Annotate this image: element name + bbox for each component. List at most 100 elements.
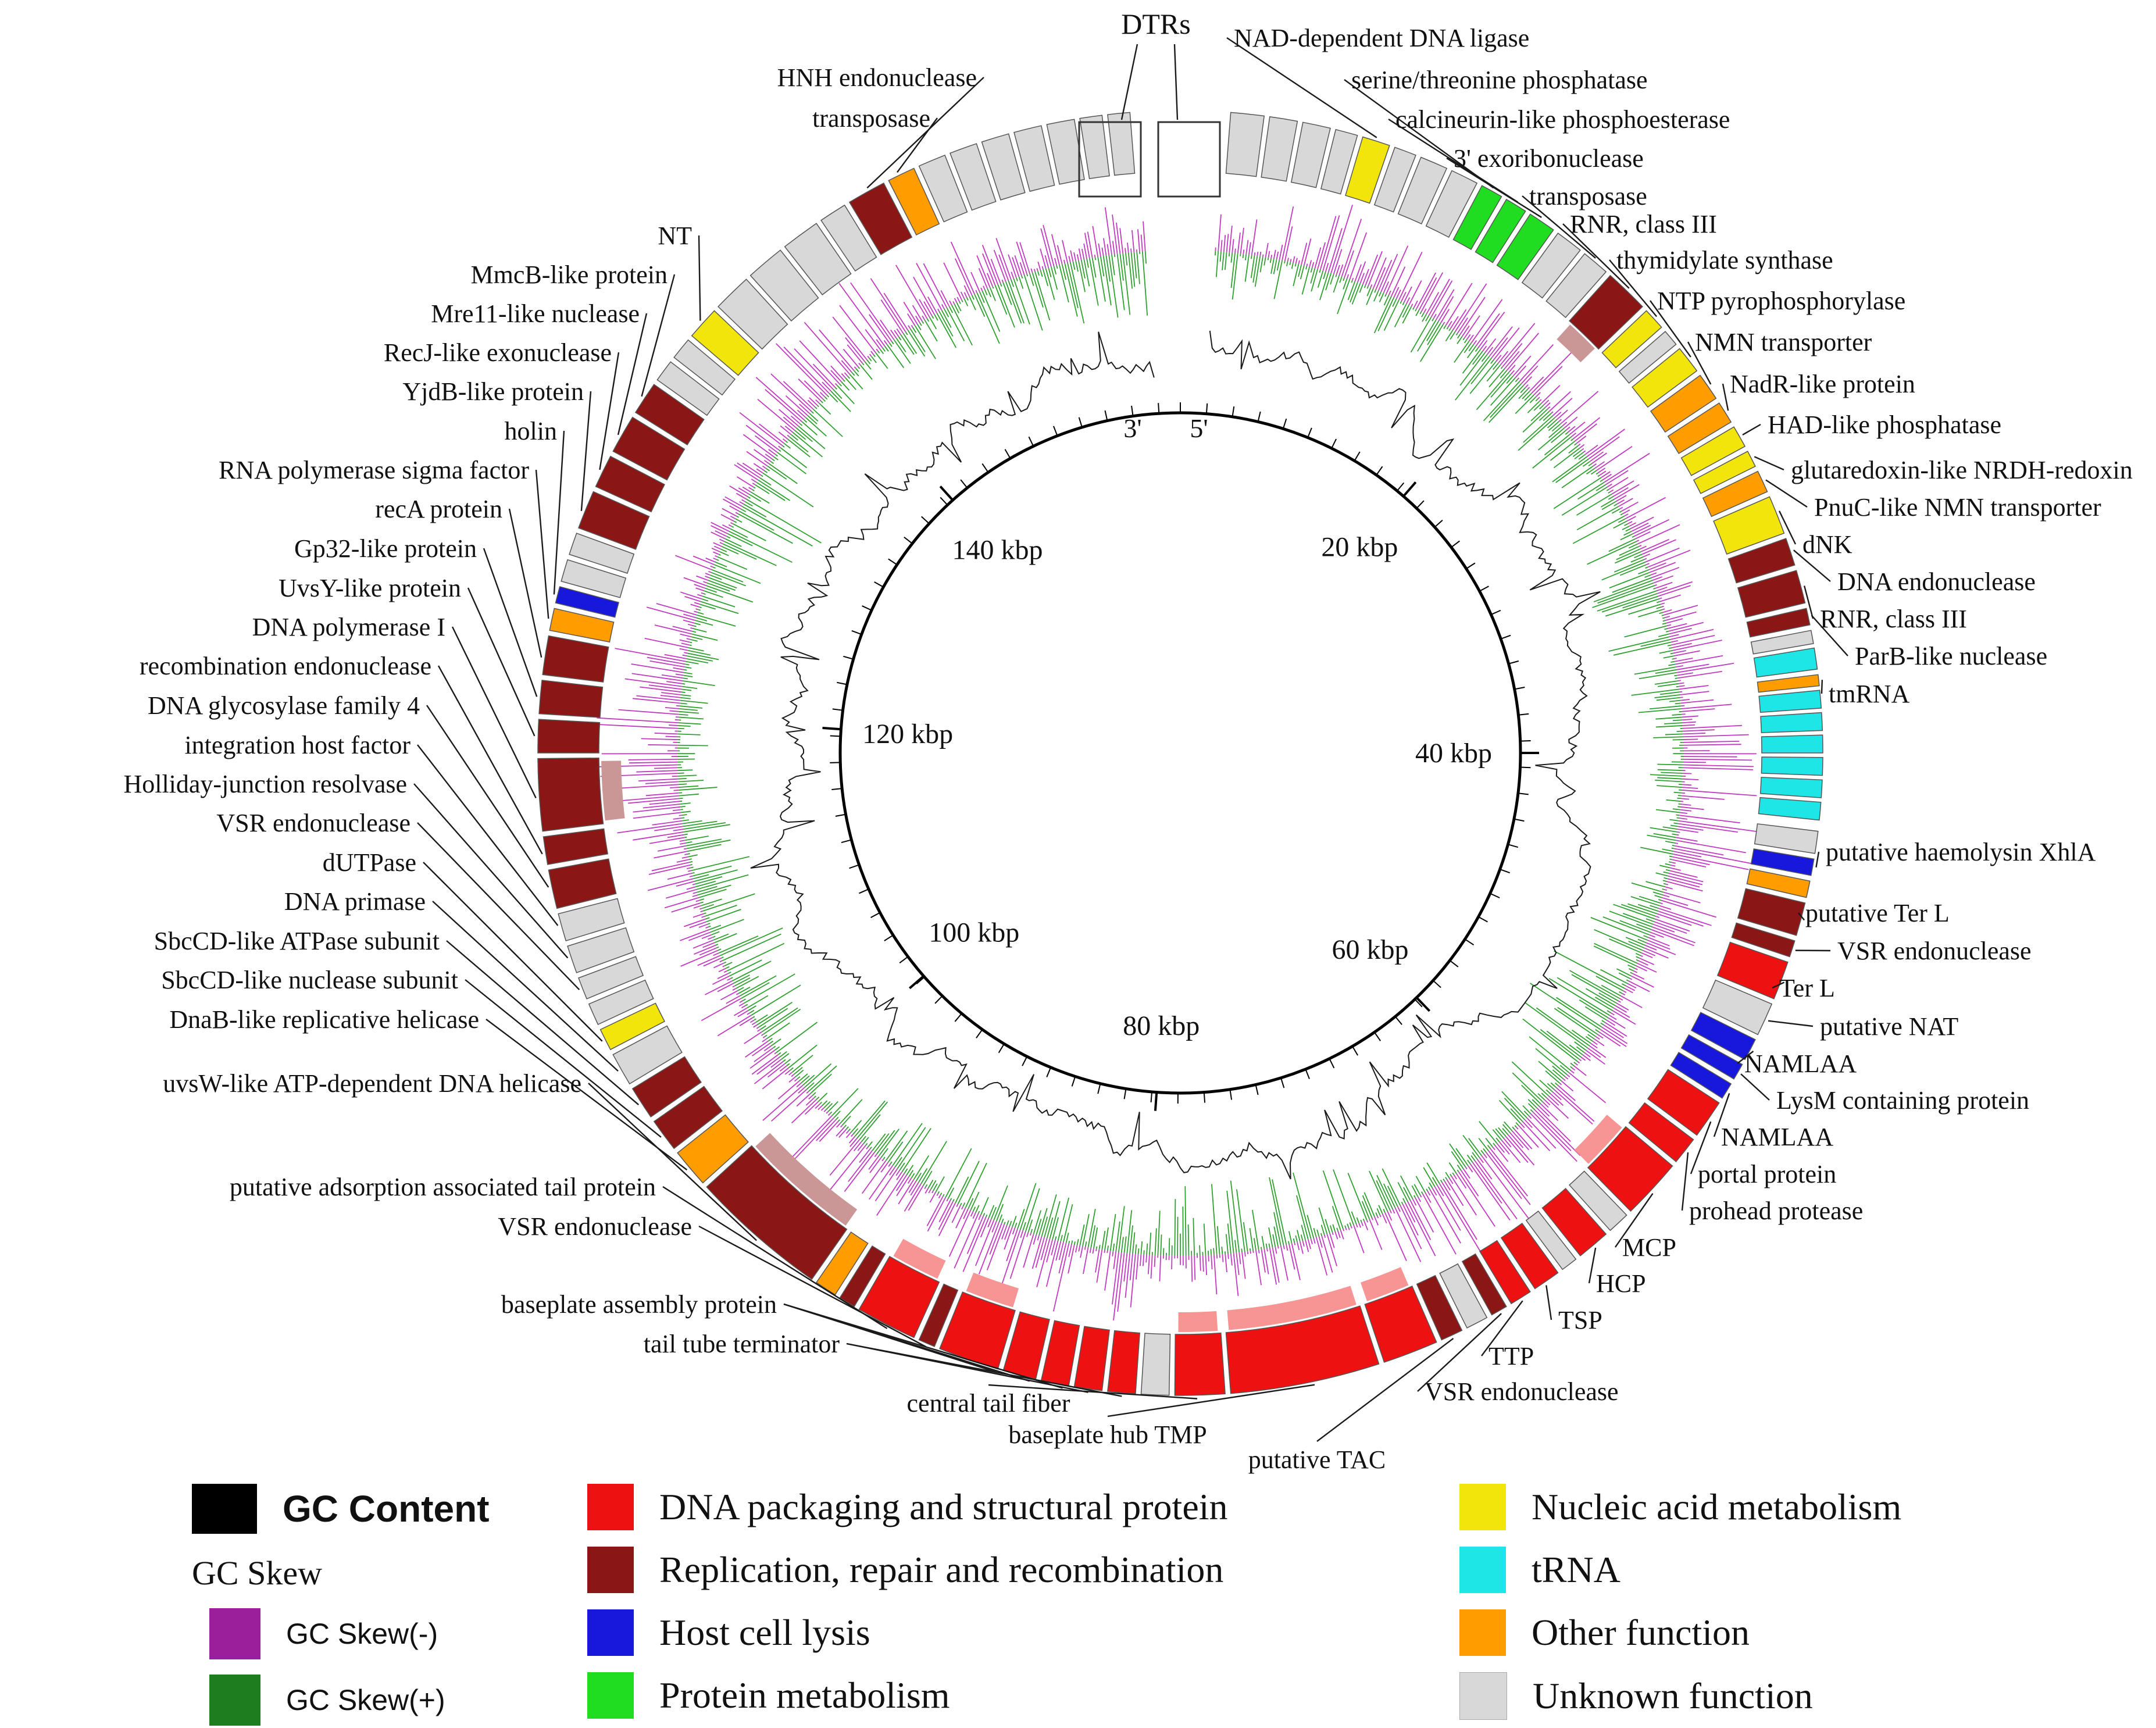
gc-skew-neg-spike: [1664, 616, 1670, 619]
gc-skew-pos-spike: [1343, 278, 1348, 290]
gc-skew-neg-spike: [1657, 581, 1693, 594]
gc-skew-neg-spike: [1089, 1248, 1092, 1254]
gc-skew-pos-spike: [808, 1065, 837, 1093]
gc-skew-pos-spike: [1645, 918, 1655, 923]
gc-skew-neg-spike: [711, 531, 726, 540]
gc-skew-pos-spike: [948, 306, 954, 313]
leader-line: [1742, 423, 1761, 435]
gc-skew-pos-spike: [1655, 716, 1682, 720]
trna-swatch: [1459, 1547, 1506, 1593]
gc-skew-pos-spike: [1522, 1018, 1578, 1062]
gc-skew-neg-spike: [676, 881, 694, 887]
gc-skew-pos-spike: [1663, 871, 1669, 874]
gc-skew-neg-spike: [1682, 721, 1696, 723]
leader-line: [437, 665, 543, 855]
gc-skew-neg-spike: [1006, 1229, 1018, 1262]
gc-skew-neg-spike: [1586, 1049, 1606, 1065]
gc-skew-neg-spike: [1282, 206, 1294, 261]
gc-skew-pos-spike: [702, 893, 755, 912]
gc-skew-pos-spike: [1650, 827, 1677, 833]
gc-skew-pos-spike: [1402, 1198, 1406, 1204]
gc-skew-neg-spike: [1400, 1205, 1422, 1249]
gc-skew-neg-spike: [870, 351, 874, 355]
gc-skew-neg-spike: [633, 812, 681, 819]
gc-skew-pos-spike: [719, 551, 729, 556]
gc-skew-neg-spike: [1387, 1211, 1393, 1221]
gc-skew-pos-spike: [729, 530, 793, 563]
gc-skew-neg-spike: [1678, 823, 1738, 833]
leader-line: [1316, 1337, 1454, 1442]
gc-skew-neg-spike: [1673, 650, 1700, 657]
gc-content-swatch: [192, 1484, 257, 1534]
gc-skew-pos-spike: [768, 1037, 773, 1042]
gc-skew-pos-spike: [1329, 1225, 1333, 1233]
gc-skew-neg-spike: [1572, 1067, 1576, 1071]
gc-skew-pos-spike: [1112, 1243, 1115, 1252]
axis-minor-tick: [1280, 1077, 1285, 1088]
gc-skew-neg-spike: [1280, 1245, 1288, 1281]
leader-line: [553, 430, 565, 595]
gc-skew-neg-spike: [672, 626, 693, 632]
gc-skew-neg-spike: [1058, 1243, 1067, 1274]
gc-skew-pos-spike: [771, 1038, 781, 1047]
gene-segment: [1496, 213, 1554, 280]
gc-skew-neg-spike: [1315, 1237, 1328, 1276]
gc-skew-neg-spike: [1557, 1084, 1576, 1101]
gc-skew-pos-spike: [1467, 1159, 1471, 1165]
gc-skew-pos-spike: [743, 503, 767, 517]
gc-skew-neg-spike: [752, 1042, 770, 1056]
gc-skew-neg-spike: [654, 851, 687, 859]
gc-skew-pos-spike: [790, 434, 798, 441]
gc-skew-pos-spike: [1630, 972, 1633, 974]
gc-skew-neg-spike: [1068, 256, 1071, 263]
gc-skew-neg-spike: [719, 960, 723, 963]
gc-skew-pos-spike: [1535, 1048, 1568, 1075]
gc-skew-pos-spike: [1297, 1230, 1301, 1242]
gc-skew-neg-spike: [963, 1208, 969, 1219]
gc-skew-pos-spike: [708, 926, 711, 928]
kbp-tick-label: 40 kbp: [1415, 738, 1492, 769]
gc-skew-pos-spike: [1612, 577, 1652, 593]
gc-skew-pos-spike: [779, 449, 781, 452]
gc-skew-neg-spike: [695, 587, 705, 592]
gc-skew-neg-spike: [1653, 575, 1674, 584]
gc-skew-neg-spike: [1395, 290, 1401, 299]
gene-segment: [1761, 756, 1823, 776]
gc-skew-pos-spike: [1350, 282, 1358, 303]
gc-skew-pos-spike: [870, 356, 877, 363]
gc-skew-neg-spike: [1683, 740, 1740, 743]
gc-skew-neg-spike: [1608, 477, 1629, 490]
gc-skew-pos-spike: [1259, 256, 1263, 273]
gene-segment: [1759, 777, 1823, 798]
gc-skew-neg-spike: [1208, 1255, 1209, 1262]
leader-line: [698, 1225, 926, 1348]
gc-skew-neg-spike: [1051, 234, 1060, 265]
gc-skew-pos-spike: [970, 1191, 980, 1211]
gc-skew-neg-spike: [844, 372, 848, 377]
gc-skew-pos-spike: [941, 310, 952, 328]
gc-skew-neg-spike: [929, 1192, 936, 1203]
gc-skew-pos-spike: [869, 1147, 872, 1149]
gc-skew-neg-spike: [777, 1080, 799, 1099]
gc-skew-neg-spike: [1579, 1059, 1582, 1062]
gc-skew-pos-spike: [1415, 308, 1417, 312]
gc-skew-pos-spike: [1457, 1169, 1459, 1172]
gc-skew-pos-spike: [1647, 834, 1676, 841]
gc-skew-neg-spike: [645, 781, 679, 784]
gc-skew-pos-spike: [898, 336, 902, 341]
gc-skew-pos-spike: [1004, 1222, 1006, 1224]
gc-skew-neg-spike: [597, 717, 679, 723]
gene-label: ParB-like nuclease: [1855, 642, 2047, 670]
gc-skew-neg-spike: [1657, 913, 1692, 926]
gc-skew-pos-spike: [1038, 1208, 1048, 1236]
unknown-label: Unknown function: [1533, 1675, 1813, 1716]
gc-skew-pos-spike: [1059, 265, 1069, 303]
gc-skew-pos-spike: [1602, 916, 1650, 936]
gc-skew-pos-spike: [1616, 548, 1641, 560]
gc-skew-pos-spike: [1083, 259, 1090, 287]
gc-skew-pos-spike: [696, 614, 736, 627]
gc-skew-pos-spike: [1144, 251, 1147, 264]
gc-skew-pos-spike: [1620, 513, 1623, 516]
gc-skew-neg-spike: [1546, 1097, 1569, 1119]
gc-skew-neg-spike: [1040, 248, 1047, 269]
